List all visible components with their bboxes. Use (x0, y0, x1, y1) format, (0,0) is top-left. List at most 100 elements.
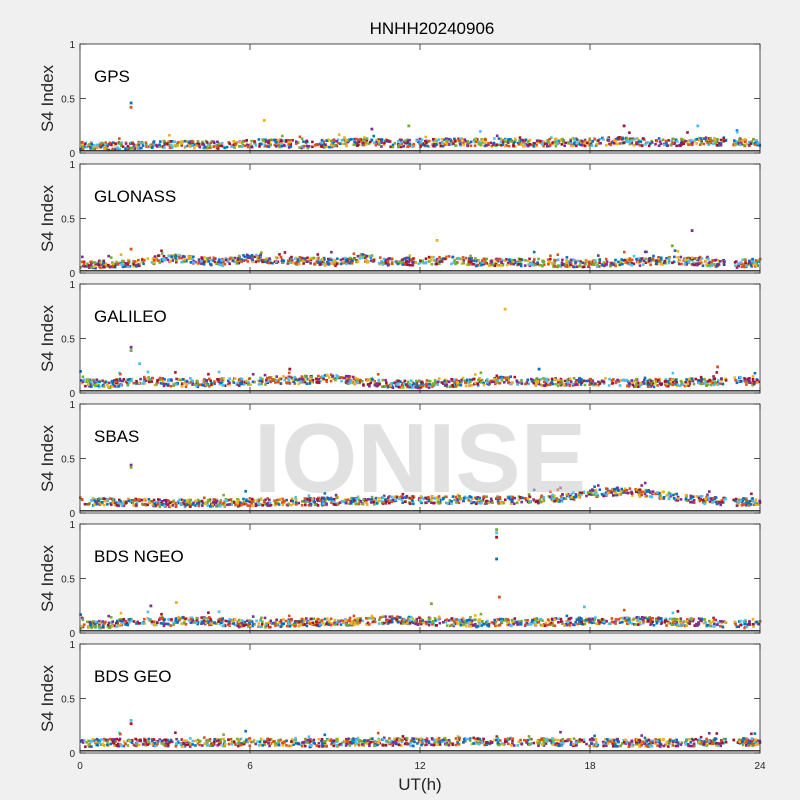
data-point (323, 623, 327, 627)
data-point (618, 142, 622, 145)
data-point (228, 377, 231, 380)
data-point (232, 140, 235, 143)
data-point (444, 257, 447, 261)
data-point (743, 265, 746, 269)
data-point (236, 381, 240, 385)
data-point (398, 497, 401, 501)
data-point (545, 142, 548, 146)
data-point (691, 500, 694, 504)
data-point (223, 500, 226, 503)
data-point (583, 144, 587, 148)
axes-background (80, 44, 760, 153)
data-point (579, 262, 582, 265)
data-point (419, 500, 422, 503)
data-point (288, 381, 291, 385)
data-point (166, 384, 170, 387)
data-point (183, 255, 186, 258)
data-point (506, 623, 509, 627)
data-point (121, 619, 124, 623)
data-point (329, 139, 333, 143)
data-point (697, 262, 701, 265)
data-point (82, 623, 86, 626)
data-point (160, 252, 164, 255)
data-point (103, 147, 106, 151)
data-point (612, 489, 615, 493)
data-point (391, 145, 395, 149)
data-point (218, 382, 222, 386)
data-point (352, 614, 356, 618)
axes-background (80, 284, 760, 393)
data-point (281, 497, 284, 501)
data-point (163, 143, 166, 146)
data-point (515, 263, 519, 267)
data-point (667, 493, 671, 497)
data-point (279, 255, 283, 259)
data-point (735, 142, 738, 146)
data-point (434, 143, 438, 146)
data-point (166, 142, 169, 145)
data-point (335, 622, 339, 626)
data-point (722, 262, 726, 265)
data-point (137, 498, 140, 501)
data-point (663, 260, 667, 263)
data-point (579, 493, 582, 497)
data-point (680, 262, 683, 266)
data-point (495, 374, 499, 378)
data-point (754, 503, 758, 507)
data-point (81, 616, 84, 620)
data-point (275, 498, 279, 502)
data-point (617, 489, 620, 492)
data-point (519, 138, 523, 142)
data-point (675, 621, 678, 624)
data-point (106, 144, 109, 148)
data-point (661, 138, 665, 142)
data-point (90, 262, 93, 266)
data-point (187, 381, 191, 384)
data-point (717, 142, 721, 145)
data-point (159, 503, 162, 506)
data-point (423, 144, 427, 147)
data-point (704, 259, 707, 263)
data-point (419, 145, 422, 148)
data-point (391, 143, 395, 147)
data-point (317, 496, 320, 500)
data-point (92, 265, 96, 268)
data-point (477, 142, 481, 146)
data-point (707, 623, 711, 627)
data-point (193, 383, 196, 386)
data-point (329, 257, 332, 260)
data-point (620, 258, 623, 261)
data-point (615, 142, 619, 146)
data-point (121, 259, 124, 263)
data-point (593, 485, 596, 488)
data-point (747, 140, 751, 144)
data-point (311, 145, 314, 149)
data-point (163, 258, 167, 261)
data-point (555, 497, 558, 500)
data-point (304, 374, 307, 378)
data-point (342, 260, 345, 264)
data-point (385, 500, 388, 503)
data-point (679, 617, 683, 620)
data-point (546, 139, 549, 142)
data-point (546, 145, 549, 148)
data-point (95, 383, 99, 386)
data-point (219, 263, 222, 267)
data-point (480, 499, 483, 503)
data-point (445, 139, 449, 142)
data-point (104, 380, 108, 384)
data-point (627, 382, 631, 385)
data-point (718, 620, 722, 623)
data-point (443, 379, 446, 383)
data-point (342, 138, 345, 142)
data-point (367, 498, 370, 501)
data-point (205, 146, 209, 150)
data-point (430, 262, 434, 266)
data-point (390, 500, 393, 503)
data-point (320, 139, 324, 143)
data-point (313, 503, 317, 506)
data-point (148, 379, 152, 382)
data-point (744, 619, 747, 622)
data-point (500, 377, 503, 380)
